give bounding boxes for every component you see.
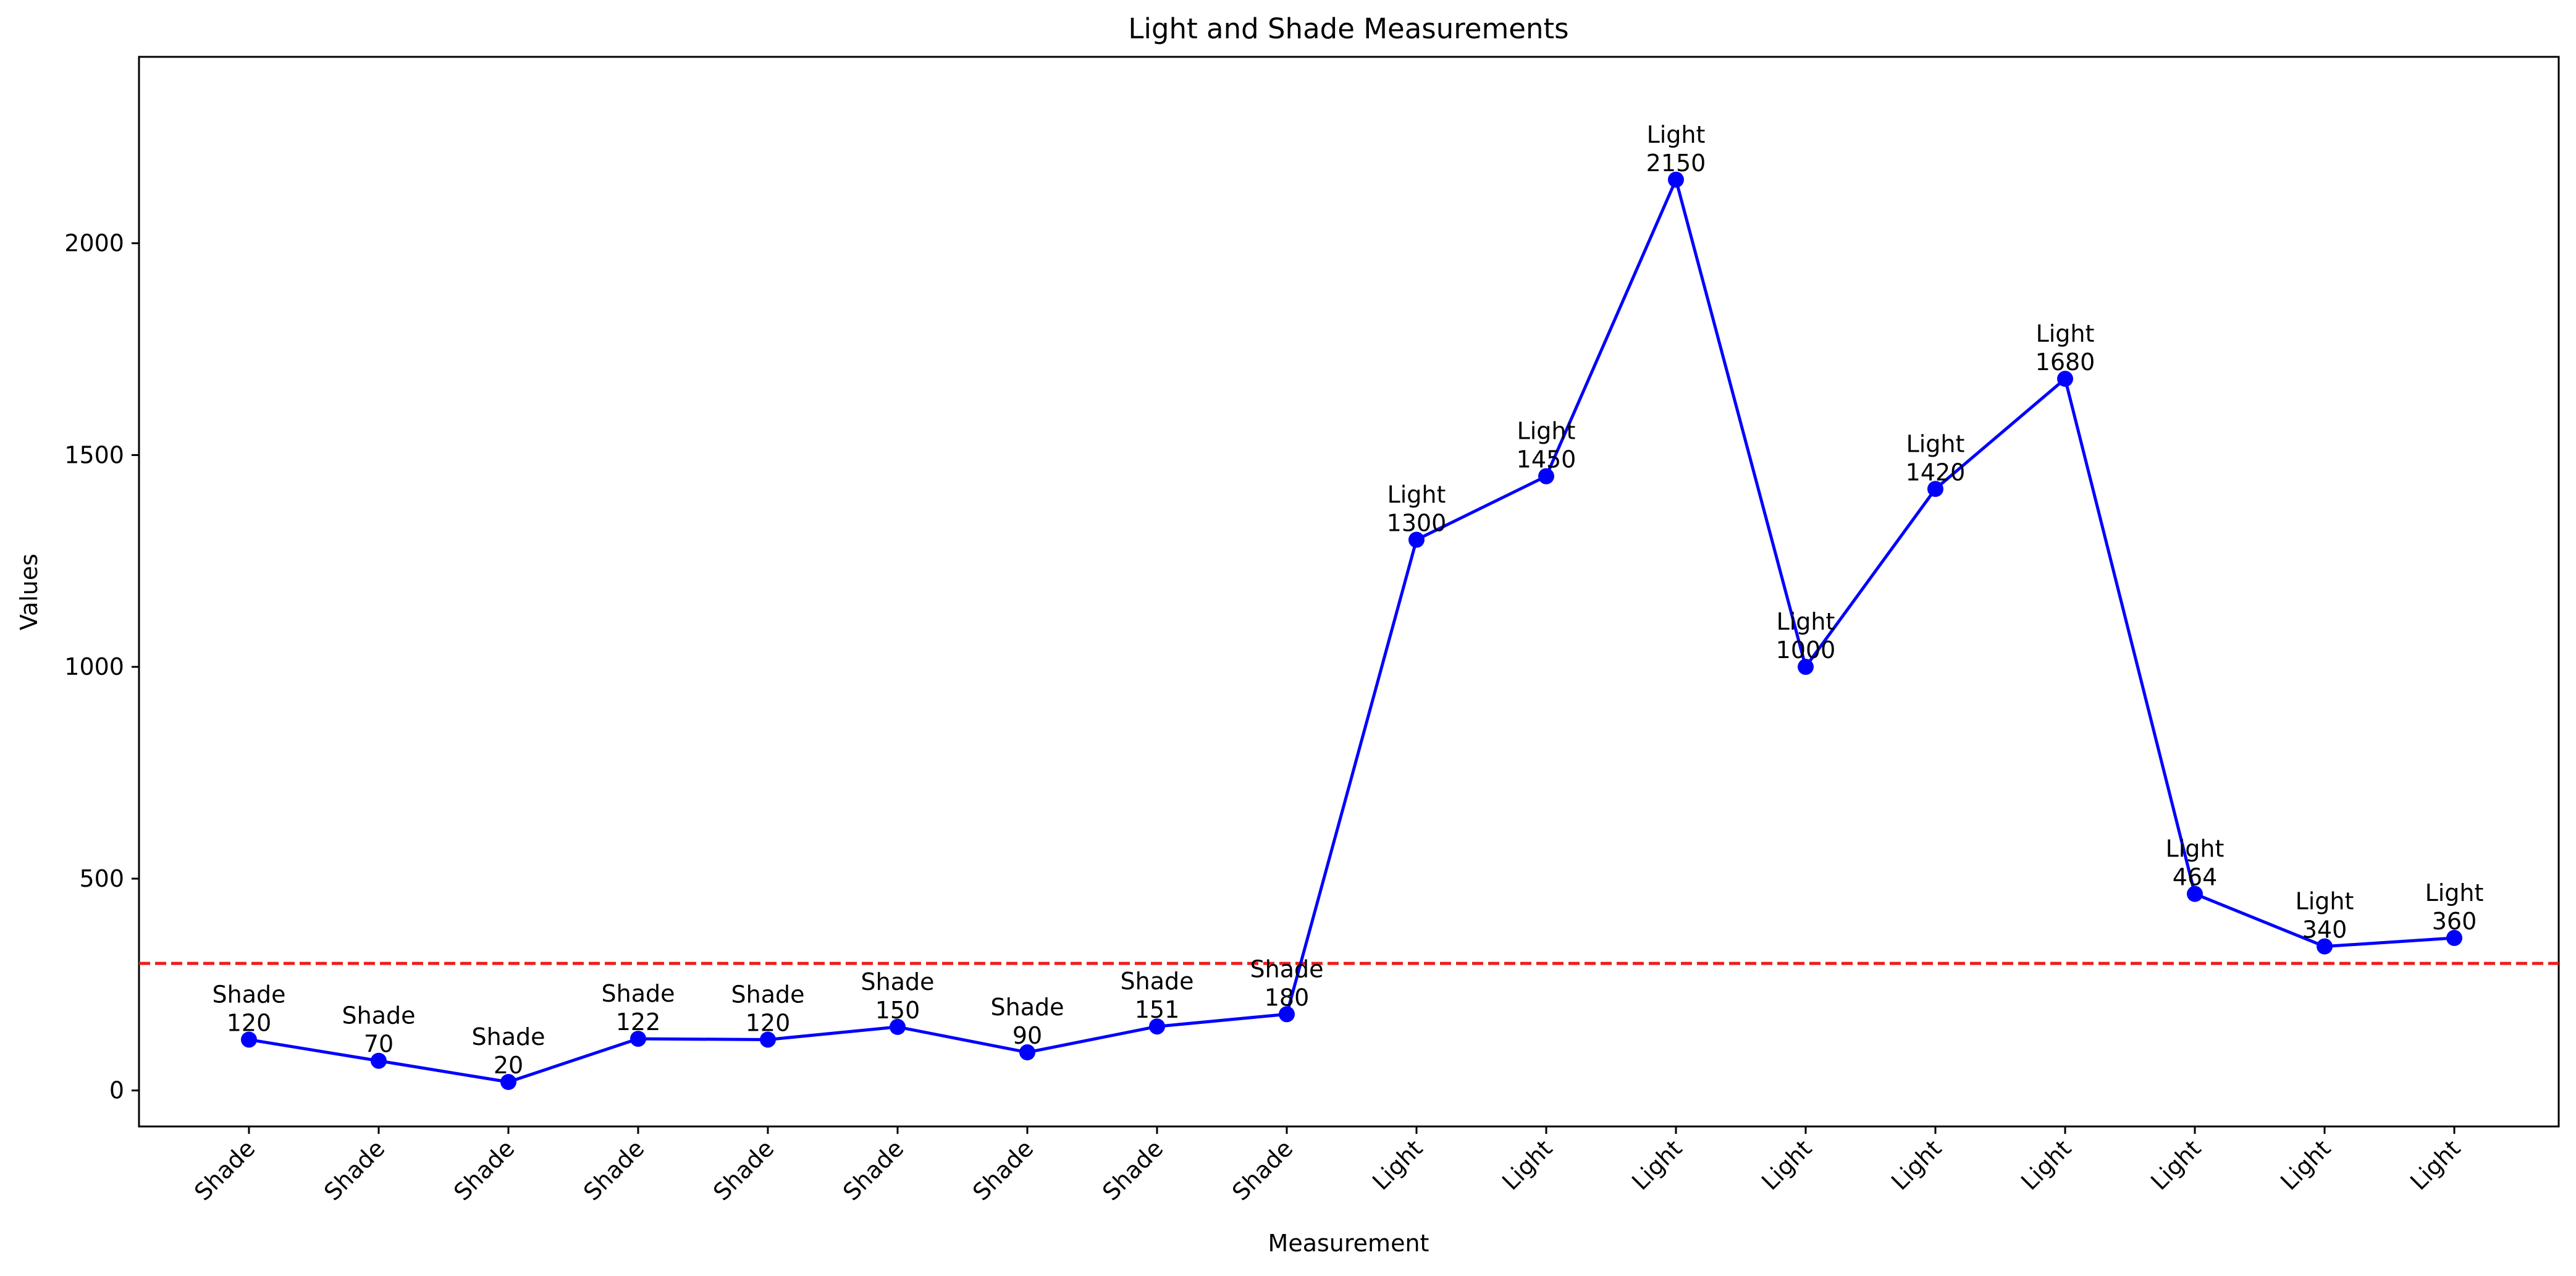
data-label-category: Shade <box>213 981 286 1008</box>
data-label-category: Shade <box>731 981 805 1008</box>
data-label-category: Light <box>2036 320 2095 347</box>
data-label-category: Light <box>2166 835 2225 863</box>
axes-frame <box>138 56 2560 1128</box>
data-label-category: Light <box>2425 879 2484 906</box>
data-label-value: 90 <box>1012 1022 1042 1049</box>
data-label-value: 360 <box>2432 908 2477 935</box>
data-point <box>1279 1006 1295 1023</box>
data-label-category: Light <box>1777 608 1835 635</box>
data-label-value: 151 <box>1135 996 1180 1023</box>
data-label-value: 20 <box>494 1052 523 1079</box>
data-label-category: Shade <box>1250 955 1324 982</box>
data-label-value: 1450 <box>1517 446 1576 473</box>
data-point <box>1668 171 1684 188</box>
data-point <box>890 1018 906 1035</box>
y-tick-label: 500 <box>79 865 124 892</box>
data-label-category: Shade <box>342 1002 416 1029</box>
y-tick-label: 2000 <box>64 230 124 257</box>
data-label-value: 180 <box>1265 984 1310 1011</box>
data-label-category: Light <box>1647 121 1706 148</box>
data-point <box>1798 659 1814 675</box>
chart-title: Light and Shade Measurements <box>1128 12 1568 45</box>
data-label-category: Shade <box>602 980 675 1007</box>
data-label-value: 120 <box>227 1009 272 1036</box>
data-label-value: 120 <box>746 1009 791 1036</box>
y-axis-label: Values <box>15 554 43 630</box>
data-label-category: Light <box>1387 481 1446 509</box>
y-tick-label: 0 <box>109 1077 124 1104</box>
data-label-value: 150 <box>875 997 920 1024</box>
data-label-category: Light <box>2296 888 2354 915</box>
data-point <box>1538 468 1554 484</box>
data-label-value: 340 <box>2302 916 2347 944</box>
y-tick-label: 1000 <box>64 653 124 680</box>
data-label-value: 1300 <box>1387 510 1447 537</box>
data-label-value: 122 <box>616 1008 661 1036</box>
data-label-category: Shade <box>861 968 935 995</box>
data-label-category: Shade <box>1121 968 1194 995</box>
data-label-category: Light <box>1906 430 1965 457</box>
data-point <box>371 1052 387 1069</box>
data-point <box>2187 885 2203 902</box>
data-point <box>2057 371 2073 387</box>
data-point <box>1019 1044 1035 1061</box>
data-label-category: Shade <box>472 1023 545 1050</box>
data-label-value: 1680 <box>2035 349 2095 376</box>
data-point <box>760 1031 776 1048</box>
data-point <box>1408 531 1425 548</box>
y-tick-label: 1500 <box>64 441 124 468</box>
data-point <box>1149 1018 1165 1035</box>
data-point <box>630 1031 646 1047</box>
data-label-value: 1420 <box>1906 458 1966 486</box>
data-point <box>241 1031 257 1048</box>
series-line <box>248 178 2455 1084</box>
data-point <box>1927 481 1943 497</box>
data-label-value: 1000 <box>1776 636 1836 664</box>
data-point <box>2446 929 2462 946</box>
data-label-category: Light <box>1517 418 1576 445</box>
x-axis-label: Measurement <box>1268 1230 1429 1257</box>
data-label-value: 70 <box>364 1031 394 1058</box>
data-label-category: Shade <box>991 994 1064 1021</box>
data-label-value: 464 <box>2173 864 2218 891</box>
data-point <box>2317 938 2333 955</box>
data-point <box>500 1074 516 1091</box>
data-label-value: 2150 <box>1646 150 1706 177</box>
